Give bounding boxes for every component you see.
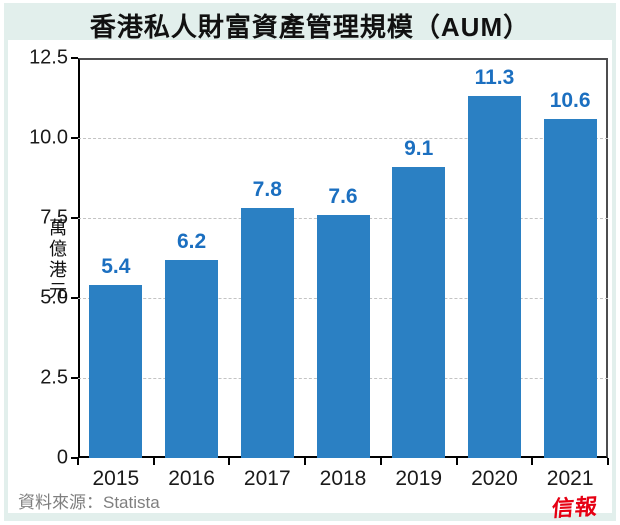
x-tick-label-2019: 2019	[395, 467, 443, 490]
y-tick-label: 7.5	[40, 206, 68, 229]
y-axis-unit-label: 萬億港元	[47, 218, 67, 302]
bar-2018	[316, 214, 370, 458]
x-tick-mark	[77, 458, 79, 465]
bar-value-label: 5.4	[101, 255, 131, 279]
y-tick-mark	[71, 137, 78, 139]
bar-2015	[89, 285, 143, 458]
bar-2020	[467, 96, 521, 458]
bar-value-label: 7.6	[328, 184, 358, 208]
bar-2021	[543, 118, 597, 458]
bar-value-label: 6.2	[176, 229, 207, 253]
bar-2016	[165, 259, 219, 458]
bar-value-label: 7.8	[252, 178, 282, 202]
bar-value-label: 9.1	[404, 136, 434, 160]
x-tick-label-2017: 2017	[243, 467, 291, 490]
x-tick-mark	[228, 458, 231, 465]
chart-title: 香港私人財富資產管理規模（AUM）	[89, 12, 531, 42]
y-tick-mark	[71, 57, 78, 59]
x-tick-label-2015: 2015	[92, 467, 140, 490]
x-tick-label-2020: 2020	[471, 467, 518, 490]
x-tick-mark	[152, 458, 155, 465]
chart-card: 5.4 6.2 7.8 7.6 9.1 11.3 10.6 0 2.5 5.0 7.5 10.0 12…	[8, 40, 612, 521]
y-tick-label: 2.5	[40, 366, 68, 389]
plot-area: 5.4 6.2 7.8 7.6 9.1 11.3 10.6	[78, 58, 608, 458]
y-tick-label: 10.0	[29, 126, 68, 149]
x-tick-label-2018: 2018	[319, 467, 367, 490]
y-tick-mark	[71, 457, 78, 459]
x-tick-label-2016: 2016	[168, 467, 215, 490]
x-tick-mark	[531, 458, 534, 465]
x-tick-mark	[379, 458, 382, 465]
y-tick-label: 12.5	[29, 46, 68, 69]
y-tick-label: 5.0	[40, 286, 68, 309]
bar-2017	[240, 208, 294, 458]
x-tick-mark	[304, 458, 307, 465]
bar-value-label: 10.6	[549, 88, 591, 112]
y-tick-mark	[71, 297, 78, 299]
source-credit: 資料來源：Statista	[18, 493, 160, 512]
y-tick-mark	[71, 377, 78, 379]
hkej-logo: 信報	[550, 493, 600, 522]
figure-panel: 香港私人財富資產管理規模（AUM） 5.4 6.2 7.8 7.6 9.1 11.3 10.…	[4, 3, 616, 521]
x-tick-label-2021: 2021	[546, 467, 594, 490]
bar-value-label: 11.3	[474, 66, 515, 90]
gridline-10	[78, 138, 608, 139]
x-tick-mark	[455, 458, 458, 465]
y-tick-label: 0	[56, 446, 68, 469]
x-tick-mark	[607, 458, 609, 465]
y-tick-mark	[71, 217, 78, 219]
bar-2019	[392, 166, 446, 458]
